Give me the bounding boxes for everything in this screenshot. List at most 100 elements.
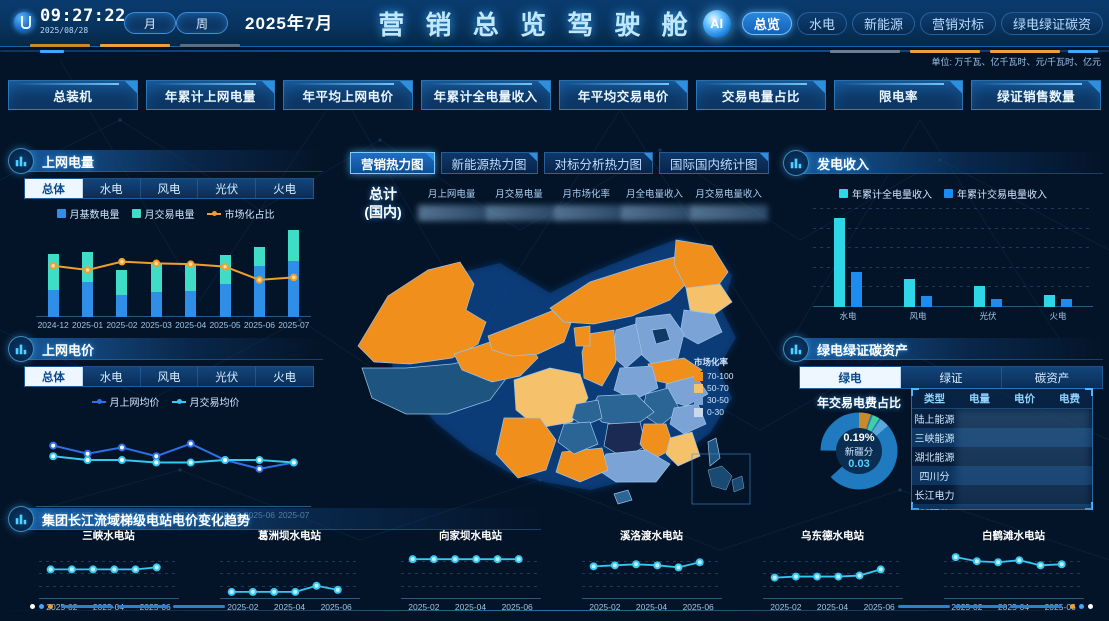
map-legend-item-0-30: 0-30 — [694, 407, 733, 417]
panel-cascade-header: 集团长江流域梯级电站电价变化趋势 — [8, 506, 1101, 532]
tab-intl-domestic-stats[interactable]: 国际国内统计图 — [659, 152, 769, 174]
tab-newenergy-heatmap[interactable]: 新能源热力图 — [440, 152, 538, 174]
kpi-button-total-capacity[interactable]: 总装机 — [8, 80, 138, 110]
center-tab-bar: 营销热力图 新能源热力图 对标分析热力图 国际国内统计图 — [350, 152, 769, 174]
period-week-button[interactable]: 周 — [176, 12, 228, 34]
legend-item-trade-volume: 月交易电量 — [131, 206, 195, 221]
seg-grid-price-hydro[interactable]: 水电 — [83, 367, 141, 386]
kpi-button-curtailment-rate[interactable]: 限电率 — [833, 80, 964, 110]
x-tick-label: 2025-05 — [209, 320, 241, 330]
legend-label-ytd-trade-revenue: 年累计交易电量收入 — [957, 190, 1047, 201]
clock-date: 2025/08/28 — [40, 26, 89, 35]
donut-center-value: 0.03 — [848, 458, 870, 470]
table-row[interactable]: 三峡能源 — [912, 428, 1092, 447]
seg-grid-price-wind[interactable]: 风电 — [141, 367, 199, 386]
mini-chart-plot — [581, 549, 722, 599]
chart-gridline — [813, 208, 1093, 209]
green-table-cell-type: 长江电力 — [914, 491, 955, 502]
panel-cascade-stations: 集团长江流域梯级电站电价变化趋势 — [8, 506, 1101, 532]
bar-base-volume — [82, 282, 94, 317]
x-tick-label: 2025-06 — [863, 602, 895, 612]
kpi-button-avg-grid-price[interactable]: 年平均上网电价 — [283, 80, 413, 110]
seg-grid-power-total[interactable]: 总体 — [25, 179, 83, 198]
summary-col-trade-power: 月交易电量 — [485, 186, 553, 221]
tab-green-power[interactable]: 绿电 — [800, 367, 901, 388]
bar-trade-volume — [253, 247, 265, 267]
x-tick-label: 2025-06 — [243, 320, 276, 330]
nav-item-hydro[interactable]: 水电 — [796, 12, 847, 35]
legend-label-market-share: 市场化占比 — [224, 210, 275, 221]
seg-grid-power-hydro[interactable]: 水电 — [83, 179, 141, 198]
bar-base-volume — [150, 292, 162, 317]
seg-grid-power-thermal[interactable]: 火电 — [273, 183, 297, 196]
bar-trade-volume — [185, 265, 197, 292]
legend-label-ytd-total-revenue: 年累计全电量收入 — [852, 190, 932, 201]
table-values-blurred — [956, 409, 1090, 509]
table-row[interactable]: 新疆分 — [912, 504, 1092, 510]
carousel-dots-right[interactable] — [898, 604, 1093, 609]
green-table-cell-type: 陆上能源 — [914, 415, 955, 426]
mini-chart-x-labels: 2025-02 2025-04 2025-06 — [220, 602, 360, 612]
x-tick-label: 2025-04 — [454, 602, 487, 612]
kpi-button-green-cert-sales[interactable]: 绿证销售数量 — [971, 80, 1101, 110]
mini-chart-4[interactable]: 溪洛渡水电站 2025-02 2025-04 2025-06 — [561, 528, 742, 612]
ai-badge-icon[interactable]: AI — [702, 9, 731, 38]
mini-chart-x-labels: 2025-02 2025-04 2025-06 — [401, 602, 541, 612]
seg-grid-power-wind[interactable]: 风电 — [141, 179, 199, 198]
donut-center-percent: 0.19% — [843, 432, 875, 444]
x-tick-label: 2025-04 — [635, 602, 668, 612]
bar-trade-volume — [47, 254, 59, 290]
tab-carbon-asset[interactable]: 碳资产 — [1034, 372, 1070, 385]
summary-col-header: 月交易电量收入 — [695, 189, 762, 200]
table-row[interactable]: 湖北能源 — [912, 447, 1092, 466]
bar-base-volume — [47, 290, 59, 317]
x-tick-label: 2025-04 — [175, 320, 207, 330]
tab-green-certificate[interactable]: 绿证 — [901, 367, 1002, 388]
annual-trade-fee-donut[interactable]: 0.19% 新疆分 0.03 — [820, 412, 898, 490]
chart-gridline — [813, 247, 1093, 249]
nav-item-benchmark[interactable]: 营销对标 — [919, 12, 996, 35]
seg-grid-price-total[interactable]: 总体 — [25, 367, 83, 386]
mini-chart-2[interactable]: 葛洲坝水电站 2025-02 2025-04 2025-06 — [199, 528, 380, 612]
mini-chart-title: 向家坝水电站 — [439, 530, 502, 542]
bar-ytd-total-revenue — [974, 285, 985, 307]
chart-gridline — [813, 266, 1093, 268]
china-choropleth-map[interactable] — [340, 218, 770, 518]
summary-col-total-revenue: 月全电量收入 — [619, 186, 690, 221]
seg-grid-price-solar[interactable]: 光伏 — [198, 367, 257, 386]
kpi-button-ytd-total-revenue[interactable]: 年累计全电量收入 — [420, 80, 551, 110]
tab-benchmark-heatmap[interactable]: 对标分析热力图 — [543, 152, 654, 174]
kpi-button-ytd-grid-power[interactable]: 年累计上网电量 — [145, 80, 276, 110]
mini-chart-5[interactable]: 乌东德水电站 2025-02 2025-04 2025-06 — [742, 528, 923, 612]
table-row[interactable]: 四川分 — [912, 466, 1092, 485]
x-tick-label: 2025-04 — [273, 602, 306, 612]
kpi-button-trade-volume-share[interactable]: 交易电量占比 — [696, 80, 826, 110]
tab-marketing-heatmap[interactable]: 营销热力图 — [350, 152, 435, 174]
kpi-button-avg-trade-price[interactable]: 年平均交易电价 — [558, 80, 689, 110]
green-table-cell-type: 四川分 — [919, 472, 950, 483]
nav-item-overview[interactable]: 总览 — [741, 12, 792, 35]
grid-price-lines — [49, 439, 298, 473]
carousel-dots-left[interactable] — [30, 604, 225, 609]
table-row[interactable]: 长江电力 — [912, 485, 1092, 504]
period-month-button[interactable]: 月 — [124, 12, 176, 34]
map-legend-title: 市场化率 — [694, 357, 729, 367]
grid-price-legend: 月上网均价 月交易均价 — [8, 394, 323, 409]
legend-item-market-share: 市场化占比 — [206, 206, 275, 221]
seg-grid-power-solar[interactable]: 光伏 — [198, 179, 257, 198]
nav-item-newenergy[interactable]: 新能源 — [851, 12, 915, 35]
mini-chart-title: 溪洛渡水电站 — [620, 530, 683, 542]
seg-grid-price-thermal[interactable]: 火电 — [273, 371, 297, 384]
market-share-line — [49, 257, 298, 284]
legend-label-trade-volume: 月交易电量 — [144, 210, 195, 221]
green-table-header-row: 类型 电量 电价 电费 — [912, 389, 1092, 409]
nav-item-greencert[interactable]: 绿电绿证碳资 — [1000, 12, 1103, 35]
table-row[interactable]: 陆上能源 — [912, 409, 1092, 428]
x-tick-label: 2025-02 — [589, 602, 621, 612]
green-power-table[interactable]: 类型 电量 电价 电费 陆上能源 三峡能源 湖北能源 四川分 长江电力 新疆分 — [911, 388, 1093, 510]
grid-power-legend: 月基数电量 月交易电量 市场化占比 — [8, 206, 323, 221]
donut-center-name: 新疆分 — [844, 447, 874, 458]
mini-chart-3[interactable]: 向家坝水电站 2025-02 2025-04 2025-06 — [380, 528, 561, 612]
